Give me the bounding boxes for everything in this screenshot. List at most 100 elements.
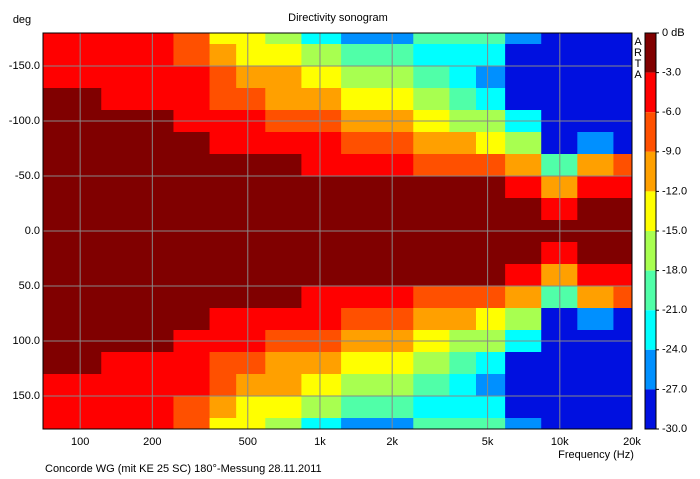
heat-cell — [301, 396, 342, 419]
heat-cell — [137, 264, 174, 287]
heat-cell — [577, 352, 614, 375]
y-tick-label: 0.0 — [25, 225, 40, 237]
heat-cell — [475, 66, 506, 89]
heat-cell — [505, 374, 542, 397]
heat-cell — [101, 418, 138, 430]
heat-cell — [413, 66, 450, 89]
heat-cell — [236, 33, 266, 45]
heat-cell — [265, 374, 302, 397]
heat-cell — [43, 33, 63, 45]
heat-cell — [173, 176, 211, 199]
heat-cell — [43, 132, 63, 155]
heat-cell — [413, 418, 450, 430]
heat-cell — [577, 198, 614, 221]
heat-cell — [301, 308, 342, 331]
heat-cell — [341, 33, 378, 45]
heat-cell — [475, 33, 506, 45]
heat-cell — [577, 308, 614, 331]
heat-cell — [61, 154, 102, 177]
heat-cell — [577, 132, 614, 155]
heat-cell — [577, 44, 614, 67]
heat-cell — [577, 242, 614, 265]
colorbar-swatch — [645, 112, 656, 152]
heat-cell — [43, 308, 63, 331]
heat-cell — [43, 352, 63, 375]
colorbar-label: -30.0 — [662, 423, 687, 435]
heat-cell — [301, 242, 342, 265]
heat-cell — [61, 418, 102, 430]
heat-cell — [613, 132, 633, 155]
heat-cell — [613, 33, 633, 45]
heat-cell — [341, 396, 378, 419]
x-tick-label: 500 — [239, 436, 257, 448]
heat-cell — [236, 374, 266, 397]
heat-cell — [101, 264, 138, 287]
heat-cell — [577, 154, 614, 177]
heat-cell — [209, 242, 237, 265]
heat-cell — [377, 44, 414, 67]
heat-cell — [577, 286, 614, 309]
heat-cell — [236, 88, 266, 111]
y-tick-label: 50.0 — [19, 280, 40, 292]
heat-cell — [377, 66, 414, 89]
heat-cell — [613, 198, 633, 221]
heat-cell — [137, 176, 174, 199]
heat-cell — [449, 308, 477, 331]
heat-cell — [341, 264, 378, 287]
heat-cell — [613, 88, 633, 111]
heat-cell — [209, 132, 237, 155]
heat-cell — [301, 418, 342, 430]
heat-cell — [301, 374, 342, 397]
heat-cell — [475, 198, 506, 221]
heat-cell — [475, 44, 506, 67]
colorbar-label: -6.0 — [662, 106, 681, 118]
heat-cell — [505, 88, 542, 111]
x-tick-label: 20k — [623, 436, 641, 448]
heat-cell — [341, 418, 378, 430]
heat-cell — [61, 198, 102, 221]
heat-cell — [101, 66, 138, 89]
heat-cell — [301, 352, 342, 375]
heat-cell — [265, 44, 302, 67]
heat-cell — [265, 198, 302, 221]
heat-cell — [505, 264, 542, 287]
heat-cell — [301, 264, 342, 287]
heat-cell — [61, 176, 102, 199]
heat-cell — [449, 33, 477, 45]
heat-cell — [236, 286, 266, 309]
heat-cell — [101, 198, 138, 221]
heat-cell — [137, 308, 174, 331]
heat-cell — [173, 242, 211, 265]
heat-cell — [209, 44, 237, 67]
heat-cell — [137, 44, 174, 67]
heat-cell — [265, 176, 302, 199]
x-tick-label: 10k — [551, 436, 569, 448]
heat-cell — [43, 44, 63, 67]
heat-cell — [209, 308, 237, 331]
heat-cell — [236, 418, 266, 430]
heat-cell — [377, 264, 414, 287]
heat-cell — [377, 374, 414, 397]
heat-cell — [137, 88, 174, 111]
heat-cell — [341, 176, 378, 199]
heat-cell — [475, 374, 506, 397]
heat-cell — [301, 198, 342, 221]
heat-cell — [173, 33, 211, 45]
heat-cell — [209, 396, 237, 419]
heat-cell — [475, 132, 506, 155]
heat-cell — [61, 132, 102, 155]
heat-cell — [377, 176, 414, 199]
heat-cell — [475, 154, 506, 177]
heat-cell — [209, 198, 237, 221]
heat-cell — [101, 154, 138, 177]
heat-cell — [413, 198, 450, 221]
heat-cell — [505, 242, 542, 265]
heat-cell — [475, 418, 506, 430]
heat-cell — [341, 286, 378, 309]
heat-cell — [101, 44, 138, 67]
colorbar-label: -24.0 — [662, 344, 687, 356]
heat-cell — [101, 396, 138, 419]
heat-cell — [377, 418, 414, 430]
heat-cell — [265, 308, 302, 331]
